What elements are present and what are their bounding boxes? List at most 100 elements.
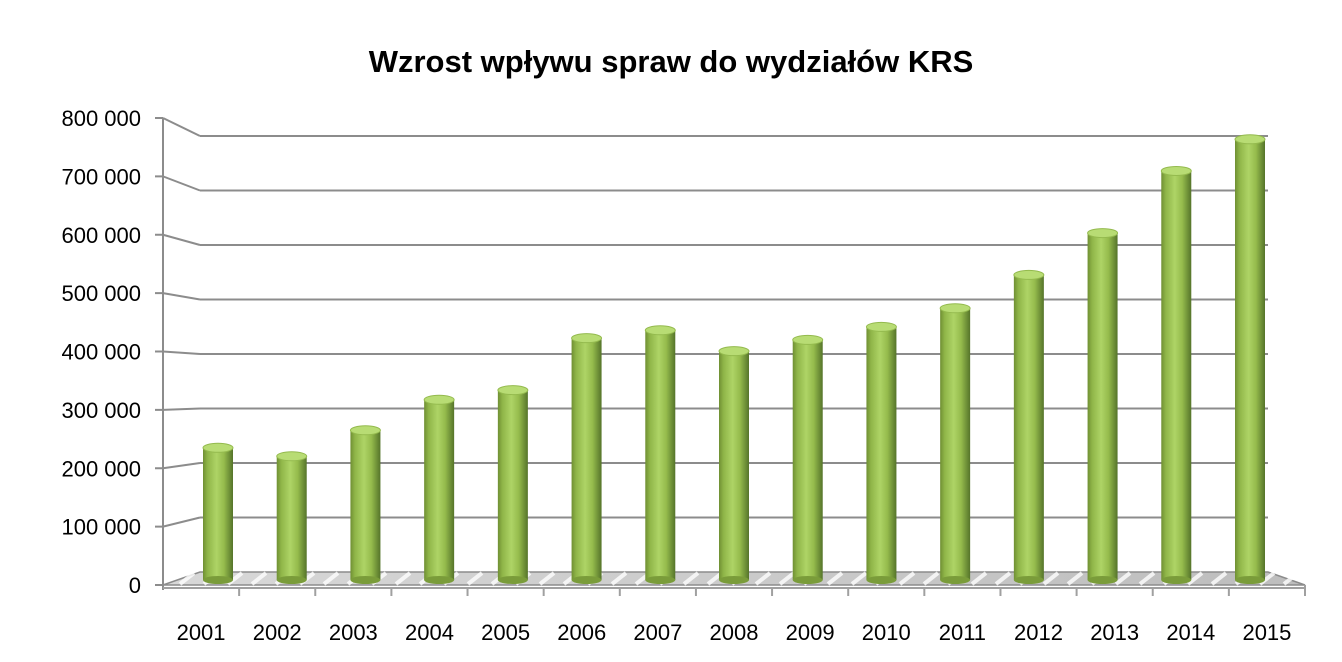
- floor-pattern: [682, 571, 700, 586]
- bar-base: [1235, 576, 1265, 584]
- bar-body: [1235, 139, 1265, 581]
- bar-top: [718, 346, 750, 357]
- x-tick-label: 2015: [1242, 620, 1291, 645]
- floor-pattern: [1066, 571, 1084, 586]
- bar-2007: [644, 325, 676, 584]
- axes: [155, 117, 1306, 596]
- gridline-side: [162, 407, 201, 411]
- bar-2001: [202, 442, 234, 584]
- x-tick-label: 2007: [633, 620, 682, 645]
- gridline-side: [162, 462, 201, 470]
- bars: [202, 134, 1266, 584]
- y-tick-label: 600 000: [61, 223, 141, 248]
- gridline-side: [162, 350, 201, 355]
- bar-top: [571, 333, 603, 344]
- x-tick-label: 2009: [786, 620, 835, 645]
- bar-body: [276, 456, 307, 580]
- gridline-side: [162, 292, 201, 301]
- bar-2006: [571, 333, 603, 584]
- x-tick-label: 2014: [1166, 620, 1215, 645]
- bar-body: [1087, 233, 1118, 580]
- bar-top: [644, 325, 676, 336]
- y-tick-label: 100 000: [61, 515, 141, 540]
- floor-pattern: [178, 571, 196, 586]
- floor-pattern: [970, 571, 988, 586]
- y-tick-label: 200 000: [61, 456, 141, 481]
- bar-top: [497, 385, 529, 396]
- gridline-side: [162, 175, 201, 192]
- floor-pattern: [1282, 571, 1300, 586]
- floor-pattern: [538, 571, 556, 586]
- bar-body: [1013, 274, 1044, 580]
- bar-base: [424, 576, 455, 584]
- bar-2012: [1013, 269, 1045, 584]
- bar-body: [645, 330, 676, 580]
- x-tick-label: 2003: [329, 620, 378, 645]
- bar-base: [276, 576, 307, 584]
- bar-top: [1234, 134, 1266, 145]
- y-axis-labels: 0 100 000 200 000 300 000 400 000 500 000 600 …: [61, 106, 141, 598]
- y-tick-label: 0: [129, 573, 141, 598]
- bar-body: [792, 339, 823, 580]
- gridline-side: [162, 516, 201, 528]
- bar-base: [571, 576, 602, 584]
- gridline-side: [162, 233, 201, 246]
- bar-2010: [865, 321, 897, 584]
- bar-2004: [423, 394, 455, 584]
- bar-top: [202, 442, 234, 453]
- x-tick-label: 2001: [177, 620, 226, 645]
- bar-top: [349, 425, 381, 436]
- floor-pattern: [778, 571, 796, 586]
- bar-2009: [792, 334, 824, 584]
- y-tick-label: 300 000: [61, 398, 141, 423]
- gridline-side: [162, 117, 201, 137]
- floor-pattern: [1210, 571, 1228, 586]
- floor-pattern: [466, 571, 484, 586]
- x-tick-label: 2008: [710, 620, 759, 645]
- bar-top: [276, 451, 308, 462]
- floor-pattern: [1138, 571, 1156, 586]
- x-tick-label: 2011: [939, 620, 986, 645]
- bar-top: [1087, 228, 1119, 239]
- floor-pattern: [850, 571, 868, 586]
- bar-2015: [1234, 134, 1266, 584]
- bar-base: [1087, 576, 1118, 584]
- floor-pattern: [898, 571, 916, 586]
- bar-base: [497, 576, 528, 584]
- bar-base: [350, 576, 381, 584]
- floor-pattern: [1186, 571, 1204, 586]
- bar-body: [350, 430, 381, 580]
- bar-2013: [1087, 228, 1119, 584]
- y-tick-label: 400 000: [61, 340, 141, 365]
- floor-pattern: [322, 571, 340, 586]
- floor-pattern: [610, 571, 628, 586]
- x-axis-labels: 2001 2002 2003 2004 2005 2006 2007 2008 2009 2010…: [177, 620, 1292, 645]
- bar-body: [571, 338, 602, 580]
- x-tick-label: 2013: [1090, 620, 1139, 645]
- floor-pattern: [826, 571, 844, 586]
- bar-body: [497, 390, 528, 580]
- x-tick-label: 2004: [405, 620, 454, 645]
- bar-base: [792, 576, 823, 584]
- floor-pattern: [250, 571, 268, 586]
- bar-2005: [497, 385, 529, 584]
- bar-body: [424, 399, 455, 580]
- x-tick-label: 2002: [253, 620, 302, 645]
- x-tick-label: 2012: [1014, 620, 1063, 645]
- bar-top: [423, 394, 455, 405]
- bar-base: [866, 576, 897, 584]
- bar-2008: [718, 346, 750, 584]
- floor-pattern: [1114, 571, 1132, 586]
- bar-base: [645, 576, 676, 584]
- bar-body: [1161, 170, 1192, 580]
- bar-base: [1161, 576, 1192, 584]
- floor-pattern: [922, 571, 940, 586]
- bar-2014: [1160, 165, 1192, 584]
- bar-top: [792, 334, 824, 345]
- y-tick-label: 800 000: [61, 106, 141, 131]
- bar-body: [940, 308, 971, 580]
- y-tick-label: 500 000: [61, 281, 141, 306]
- bar-top: [1013, 269, 1045, 280]
- floor-pattern: [394, 571, 412, 586]
